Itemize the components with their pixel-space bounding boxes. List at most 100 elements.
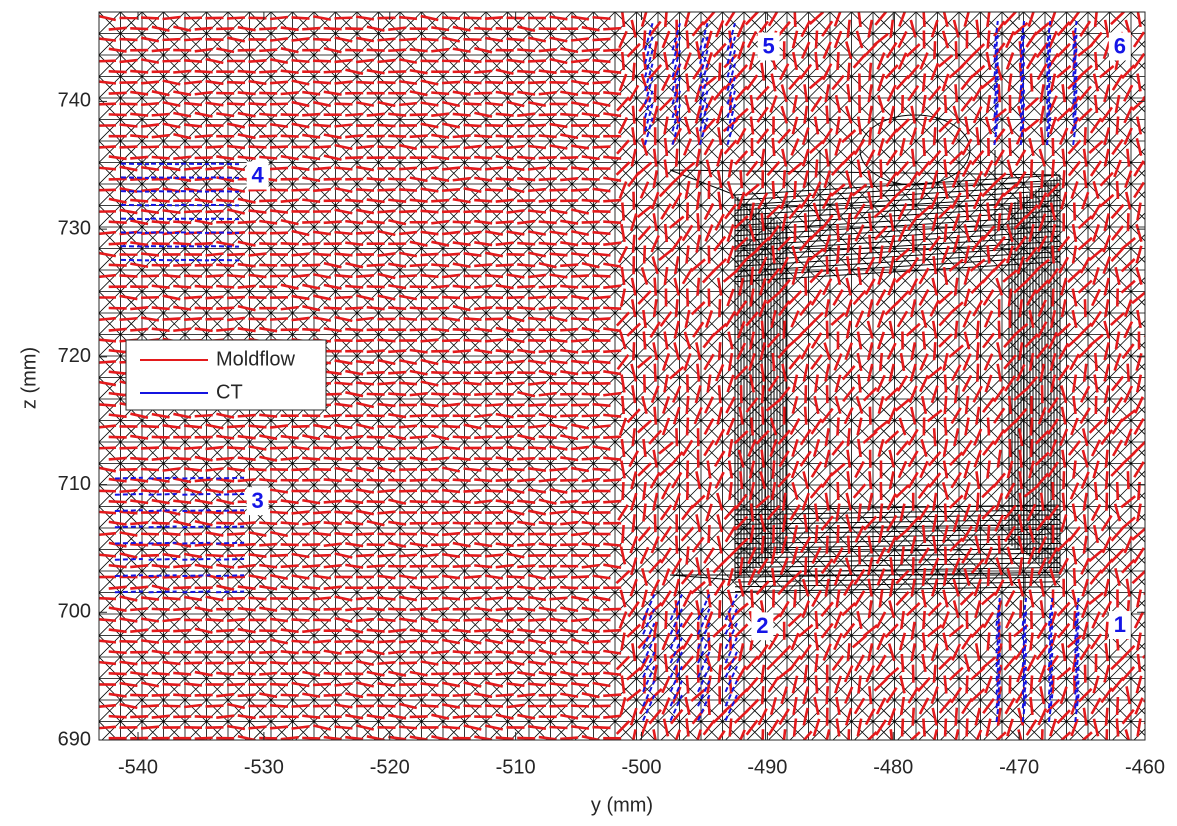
fiber-vector <box>431 587 449 588</box>
fiber-vector <box>259 28 277 29</box>
fiber-vector <box>431 265 449 266</box>
fiber-vector <box>582 179 600 180</box>
fiber-vector <box>517 157 535 159</box>
fiber-vector <box>281 651 299 653</box>
fiber-vector <box>496 587 514 588</box>
fiber-vector <box>550 469 568 471</box>
fiber-vector <box>206 619 224 620</box>
fiber-vector <box>582 501 600 503</box>
fiber-vector <box>539 49 557 51</box>
fiber-vector <box>227 619 245 620</box>
fiber-vector <box>367 178 385 180</box>
fiber-vector <box>141 469 159 470</box>
fiber-vector <box>292 426 310 427</box>
fiber-vector <box>173 630 191 631</box>
fiber-vector <box>173 243 191 244</box>
fiber-vector <box>582 372 600 373</box>
fiber-vector <box>773 353 774 371</box>
fiber-vector <box>603 157 621 159</box>
fiber-vector <box>464 598 482 600</box>
fiber-vector <box>550 576 568 577</box>
fiber-vector <box>259 673 277 674</box>
fiber-vector <box>517 264 535 266</box>
fiber-vector <box>507 598 525 599</box>
fiber-vector <box>902 654 903 672</box>
fiber-vector <box>302 738 320 739</box>
fiber-vector <box>485 17 503 18</box>
fiber-vector <box>184 60 202 61</box>
fiber-vector <box>399 318 417 319</box>
fiber-vector <box>622 52 623 70</box>
fiber-vector <box>227 641 245 642</box>
fiber-vector <box>1117 719 1118 737</box>
fiber-vector <box>216 329 234 331</box>
fiber-vector <box>485 706 503 707</box>
fiber-vector <box>130 544 148 545</box>
fiber-vector <box>474 394 492 395</box>
fiber-vector <box>539 351 557 352</box>
fiber-vector <box>195 286 213 287</box>
fiber-vector <box>421 577 439 578</box>
fiber-vector <box>292 512 310 514</box>
x-tick-label: -520 <box>370 756 410 778</box>
fiber-vector <box>507 297 525 298</box>
fiber-vector <box>431 630 449 631</box>
fiber-vector <box>216 286 234 287</box>
fiber-vector <box>1106 471 1107 489</box>
fiber-vector <box>109 265 127 266</box>
fiber-vector <box>356 598 374 599</box>
fiber-vector <box>270 147 288 148</box>
fiber-vector <box>805 278 806 296</box>
fiber-vector <box>1063 493 1065 511</box>
fiber-vector <box>109 243 127 244</box>
fiber-vector <box>517 200 535 201</box>
fiber-vector <box>335 447 353 449</box>
fiber-vector <box>399 448 417 449</box>
fiber-vector <box>324 28 342 29</box>
fiber-vector <box>560 501 578 502</box>
fiber-vector <box>719 665 721 683</box>
fiber-vector <box>173 565 191 567</box>
fiber-vector <box>345 28 363 29</box>
fiber-vector <box>593 727 611 728</box>
fiber-vector <box>603 50 621 51</box>
fiber-vector <box>730 633 731 651</box>
fiber-vector <box>141 18 159 19</box>
fiber-vector <box>517 50 535 51</box>
fiber-vector <box>977 321 979 339</box>
fiber-vector <box>313 555 331 556</box>
fiber-vector <box>453 673 471 674</box>
fiber-vector <box>335 104 353 105</box>
fiber-vector <box>367 351 385 352</box>
fiber-vector <box>676 665 677 683</box>
fiber-vector <box>98 426 116 428</box>
fiber-vector <box>1010 138 1011 156</box>
fiber-vector <box>1031 676 1032 694</box>
fiber-vector <box>528 404 546 405</box>
fiber-vector <box>603 308 621 309</box>
fiber-vector <box>442 17 460 18</box>
fiber-vector <box>163 61 181 62</box>
fiber-vector <box>410 630 428 632</box>
fiber-vector <box>141 555 159 556</box>
fiber-vector <box>356 383 374 385</box>
fiber-vector <box>302 222 320 223</box>
fiber-vector <box>335 254 353 256</box>
fiber-vector <box>410 609 428 610</box>
fiber-vector <box>195 544 213 546</box>
x-tick-label: -490 <box>747 756 787 778</box>
fiber-vector <box>676 299 678 317</box>
fiber-vector <box>109 114 127 115</box>
fiber-vector <box>163 598 181 599</box>
fiber-vector <box>988 525 989 543</box>
fiber-vector <box>367 566 385 567</box>
fiber-vector <box>141 490 159 491</box>
fiber-vector <box>152 437 170 438</box>
fiber-vector <box>335 60 353 62</box>
fiber-vector <box>238 286 256 288</box>
fiber-vector <box>881 160 882 178</box>
fiber-vector <box>528 125 546 126</box>
fiber-vector <box>848 235 850 253</box>
fiber-vector <box>794 590 795 608</box>
fiber-vector <box>356 340 374 341</box>
